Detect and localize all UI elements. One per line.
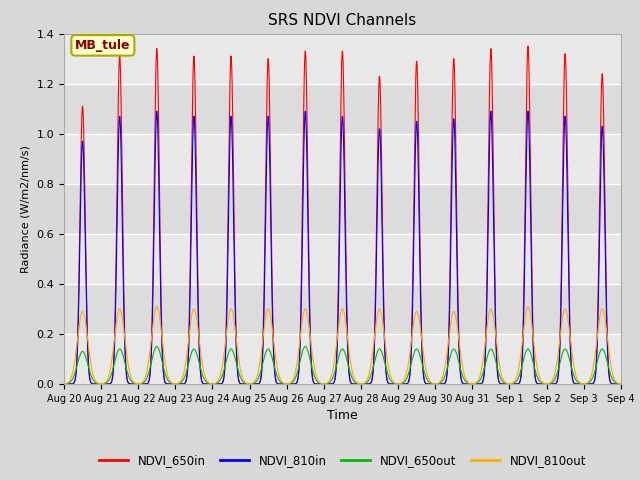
Bar <box>64 284 621 334</box>
Title: SRS NDVI Channels: SRS NDVI Channels <box>268 13 417 28</box>
Text: MB_tule: MB_tule <box>75 39 131 52</box>
X-axis label: Time: Time <box>327 409 358 422</box>
Bar <box>64 84 621 134</box>
Bar <box>64 334 621 384</box>
Legend: NDVI_650in, NDVI_810in, NDVI_650out, NDVI_810out: NDVI_650in, NDVI_810in, NDVI_650out, NDV… <box>94 449 591 472</box>
Bar <box>64 184 621 234</box>
Bar <box>64 34 621 84</box>
Bar <box>64 234 621 284</box>
Bar <box>64 134 621 184</box>
Y-axis label: Radiance (W/m2/nm/s): Radiance (W/m2/nm/s) <box>21 145 31 273</box>
